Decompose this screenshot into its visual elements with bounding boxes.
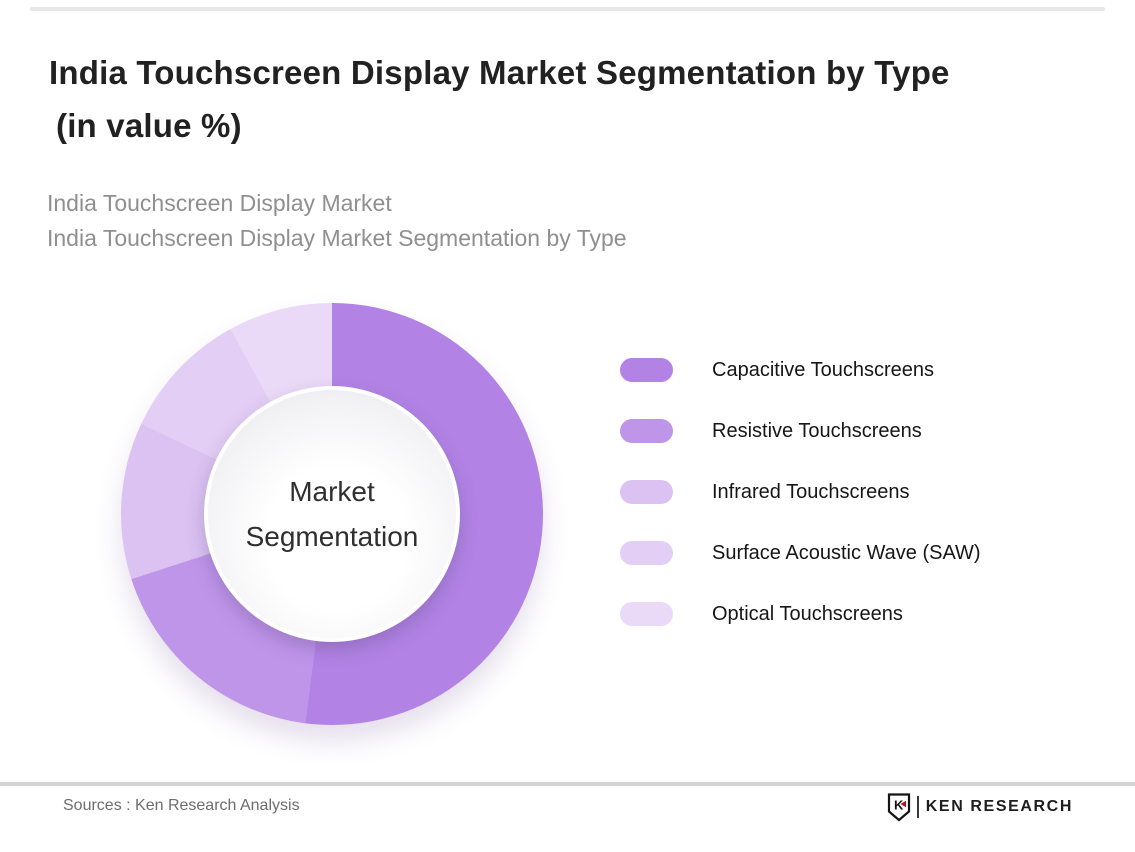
legend-label: Optical Touchscreens [712, 602, 903, 625]
title-line-2: (in value %) [56, 107, 242, 144]
center-label-line-2: Segmentation [245, 521, 419, 552]
footer-divider [0, 782, 1135, 786]
ken-research-logo: K KEN RESEARCH [887, 792, 1073, 822]
legend-swatch [620, 602, 673, 626]
legend-swatch [620, 419, 673, 443]
legend-item: Infrared Touchscreens [620, 480, 981, 504]
legend-swatch [620, 358, 673, 382]
legend-label: Capacitive Touchscreens [712, 358, 934, 381]
legend-label: Infrared Touchscreens [712, 480, 910, 503]
logo-red-accent [900, 800, 906, 807]
chart-subtitle: India Touchscreen Display Market India T… [47, 186, 627, 255]
logo-shield-icon: K [887, 792, 910, 821]
logo-shield-letter: K [894, 797, 904, 812]
legend-swatch [620, 541, 673, 565]
source-text: Sources : Ken Research Analysis [63, 797, 300, 814]
legend-item: Capacitive Touchscreens [620, 358, 981, 382]
subtitle-line-1: India Touchscreen Display Market [47, 190, 392, 216]
legend-item: Optical Touchscreens [620, 602, 981, 626]
logo-wordmark: KEN RESEARCH [925, 798, 1073, 815]
donut-chart: Market Segmentation [121, 303, 543, 725]
donut-hole: Market Segmentation [204, 386, 460, 642]
top-divider [30, 7, 1105, 11]
legend-swatch [620, 480, 673, 504]
chart-legend: Capacitive Touchscreens Resistive Touchs… [620, 358, 981, 663]
legend-item: Resistive Touchscreens [620, 419, 981, 443]
legend-label: Surface Acoustic Wave (SAW) [712, 541, 981, 564]
page-title: India Touchscreen Display Market Segment… [49, 46, 950, 152]
legend-item: Surface Acoustic Wave (SAW) [620, 541, 981, 565]
legend-label: Resistive Touchscreens [712, 419, 922, 442]
subtitle-line-2: India Touchscreen Display Market Segment… [47, 224, 627, 251]
logo-separator [916, 796, 919, 818]
center-label-line-1: Market [289, 476, 375, 507]
title-line-1: India Touchscreen Display Market Segment… [49, 54, 950, 91]
donut-center: Market Segmentation [208, 390, 456, 638]
